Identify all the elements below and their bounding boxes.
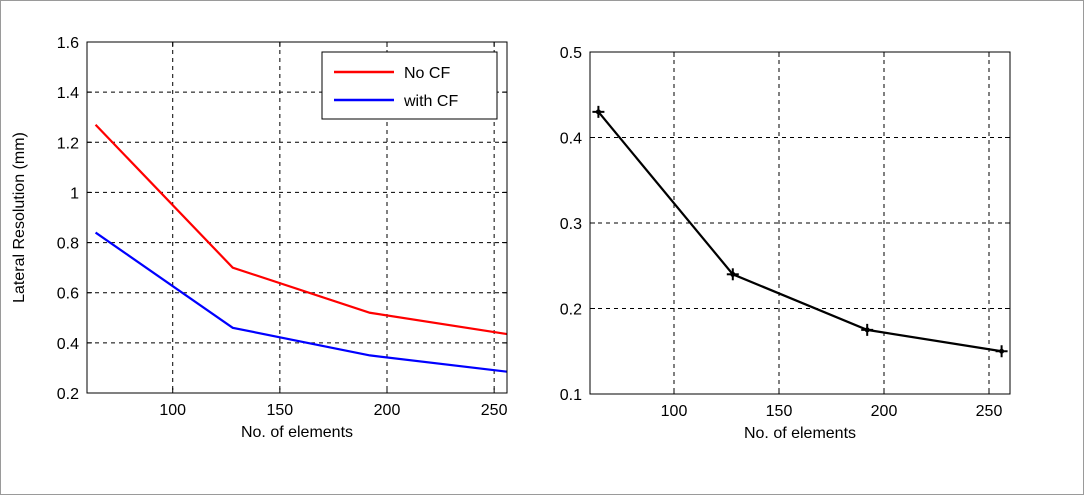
right-y-tick-label: 0.1 — [560, 387, 582, 404]
left-y-tick-label: 0.8 — [57, 236, 79, 253]
left-y-tick-label: 0.2 — [57, 386, 79, 403]
left-y-tick-label: 1.2 — [57, 135, 79, 152]
right-grid — [590, 52, 1010, 394]
right-data-point-marker — [995, 345, 1008, 358]
right-x-axis-title: No. of elements — [744, 425, 856, 442]
left-axes-box — [86, 41, 508, 394]
right-y-tick-label: 0.2 — [560, 302, 582, 319]
left-legend: No CF with CF — [321, 51, 498, 120]
legend-label-1: with CF — [403, 93, 458, 110]
right-data-point-marker — [861, 323, 874, 336]
right-ticks: 100 150 200 250 0.1 0.2 0.3 0.4 0.5 — [560, 45, 1010, 420]
left-x-axis-title: No. of elements — [241, 424, 353, 441]
left-chart-panel: 100 150 200 250 0.2 0.4 0.6 0.8 1 1.2 1.4 1.6 No CF… — [11, 35, 508, 441]
right-y-tick-label: 0.4 — [560, 131, 582, 148]
left-y-tick-label: 0.6 — [57, 286, 79, 303]
left-series-line-0 — [94, 123, 508, 336]
right-data-point-marker — [726, 268, 739, 281]
right-x-tick-label: 100 — [661, 403, 688, 420]
left-x-tick-label: 200 — [374, 402, 401, 419]
left-y-tick-label: 1 — [70, 185, 79, 202]
right-data-point-marker — [592, 105, 605, 118]
right-series-line-0 — [597, 111, 1002, 353]
right-y-tick-label: 0.5 — [560, 45, 582, 62]
right-chart-panel: 100 150 200 250 0.1 0.2 0.3 0.4 0.5 No. of eleme… — [560, 45, 1011, 442]
right-x-tick-label: 150 — [766, 403, 793, 420]
left-y-tick-label: 1.4 — [57, 85, 79, 102]
left-x-tick-label: 250 — [481, 402, 508, 419]
right-x-tick-label: 200 — [871, 403, 898, 420]
left-x-tick-label: 100 — [159, 402, 186, 419]
left-y-tick-label: 1.6 — [57, 35, 79, 52]
right-y-tick-label: 0.3 — [560, 216, 582, 233]
left-x-tick-label: 150 — [267, 402, 294, 419]
right-x-tick-label: 250 — [976, 403, 1003, 420]
left-series-line-1 — [94, 231, 508, 373]
left-ticks: 100 150 200 250 0.2 0.4 0.6 0.8 1 1.2 1.4 1.6 — [57, 35, 508, 419]
legend-label-0: No CF — [404, 65, 450, 82]
left-y-axis-title: Lateral Resolution (mm) — [11, 132, 28, 303]
left-series-group — [94, 123, 508, 373]
right-series-group — [592, 105, 1008, 358]
legend-box — [321, 51, 498, 120]
left-y-tick-label: 0.4 — [57, 336, 79, 353]
